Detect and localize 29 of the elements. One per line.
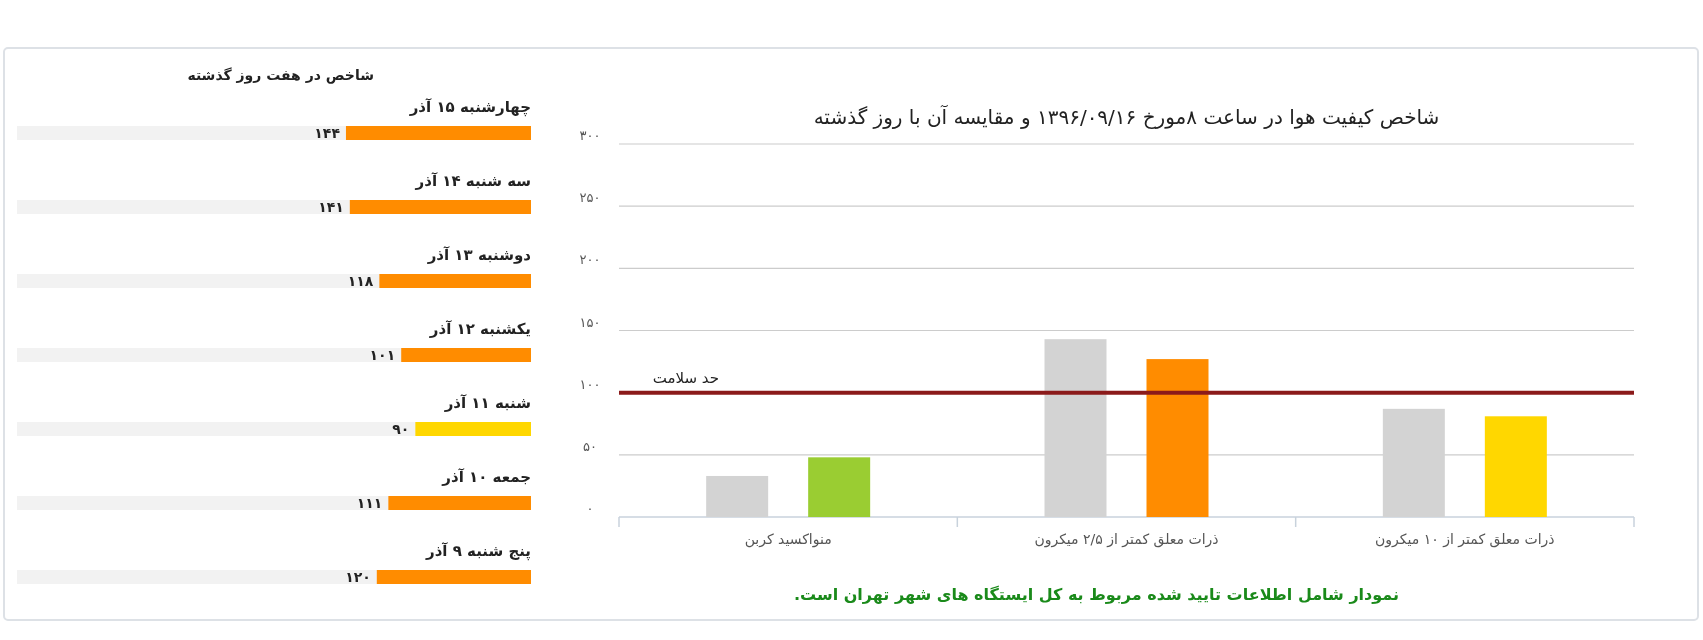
y-tick-label: ۲۵۰ <box>579 190 601 206</box>
y-tick-label: یکشنبه ۱۲ آذر <box>428 320 531 338</box>
y-tick-label: چهارشنبه ۱۵ آذر <box>408 98 531 117</box>
data-label: ۱۴۴ <box>314 125 341 141</box>
y-tick-label: ۵۰ <box>583 438 597 454</box>
y-tick-label: شنبه ۱۱ آذر <box>443 394 531 412</box>
ref-line-label: حد سلامت <box>652 368 719 387</box>
y-tick-label: ۰ <box>586 501 594 516</box>
chart-title: شاخص کیفیت هوا در ساعت ۸مورخ ۱۳۹۶/۰۹/۱۶ و مقایسه آن با روز گذشته <box>813 104 1440 129</box>
chart-title: شاخص در هفت روز گذشته <box>187 67 374 84</box>
x-tick-label: ذرات معلق کمتر از ۱۰ میکرون <box>1375 531 1555 548</box>
data-label: ۱۱۱ <box>356 495 383 511</box>
data-label: ۱۴۱ <box>318 199 344 215</box>
text: نمودار شامل اطلاعات تایید شده مربوط به کل ایستگاه های شهر تهران است. <box>793 585 1400 604</box>
y-tick-label: ۳۰۰ <box>579 128 601 143</box>
y-tick-label: ۲۰۰ <box>579 252 601 268</box>
data-label: ۹۰ <box>392 421 410 437</box>
x-tick-label: ذرات معلق کمتر از ۲/۵ میکرون <box>1034 531 1219 548</box>
x-tick-label: منواکسید کربن <box>744 531 832 548</box>
y-tick-label: سه شنبه ۱۴ آذر <box>414 172 531 190</box>
data-label: ۱۰۱ <box>369 347 396 363</box>
data-label: ۱۲۰ <box>345 569 371 585</box>
y-tick-label: ۱۵۰ <box>579 314 601 330</box>
bar <box>415 422 531 436</box>
data-label: ۱۱۸ <box>347 273 374 289</box>
y-tick-label: دوشنبه ۱۳ آذر <box>426 246 532 264</box>
y-tick-label: جمعه ۱۰ آذر <box>441 468 531 486</box>
y-tick-label: پنج شنبه ۹ آذر <box>425 542 531 561</box>
y-tick-label: ۱۰۰ <box>579 376 601 392</box>
